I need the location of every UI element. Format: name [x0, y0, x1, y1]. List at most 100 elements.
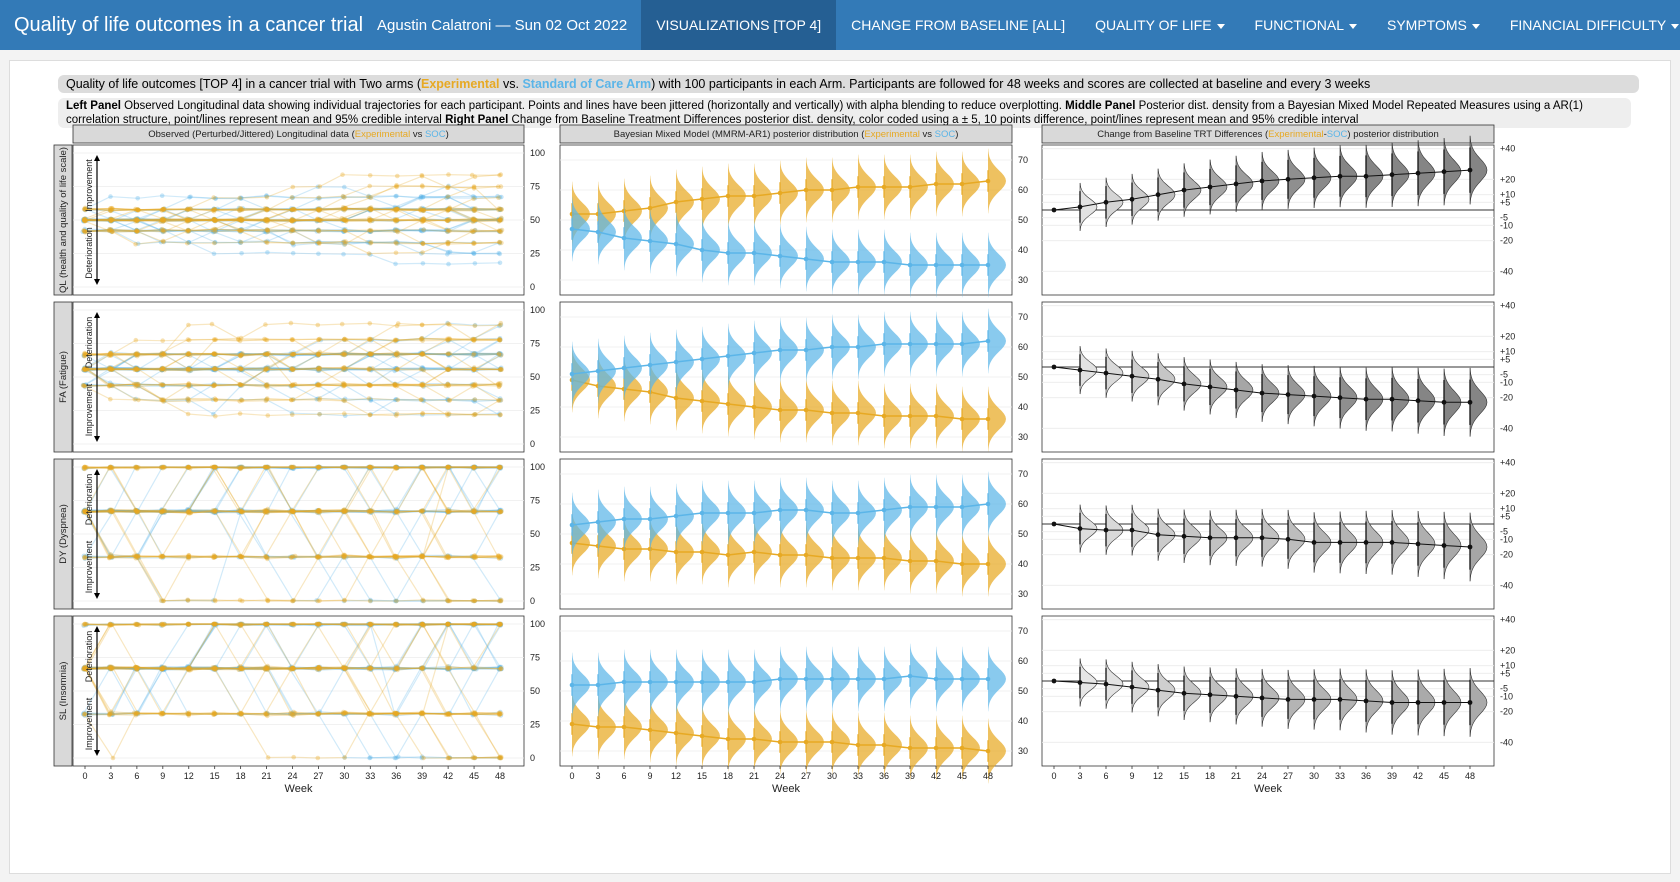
observation-point [419, 206, 424, 212]
soc-trajectory [82, 383, 500, 417]
observation-point [446, 366, 452, 371]
x-tick-label: 39 [905, 771, 915, 781]
tab-functional[interactable]: FUNCTIONAL [1240, 0, 1372, 50]
observation-point [187, 351, 193, 357]
observation-point [421, 206, 427, 212]
observation-point [315, 366, 321, 371]
observation-point [341, 205, 346, 210]
observation-point [211, 383, 216, 388]
direction-label: Deterioration [84, 227, 94, 279]
observation-point [496, 351, 502, 357]
observation-point [135, 383, 140, 389]
observation-point [186, 552, 191, 558]
x-tick-label: 42 [1413, 771, 1423, 781]
observation-point [445, 352, 451, 357]
observation-point [262, 218, 267, 224]
tab-symptoms[interactable]: SYMPTOMS [1372, 0, 1495, 50]
observation-point [496, 206, 502, 211]
observation-point [316, 365, 321, 371]
observation-point [262, 352, 267, 358]
observation-point [213, 227, 219, 233]
observation-point [161, 352, 166, 357]
observation-point [290, 240, 296, 246]
tab-change-from-baseline[interactable]: CHANGE FROM BASELINE [ALL] [836, 0, 1080, 50]
experimental-trajectory [84, 208, 501, 222]
mean-point [959, 504, 965, 510]
observation-point [316, 207, 322, 213]
observation-point [135, 218, 140, 224]
mean-point [777, 253, 783, 259]
observation-point [160, 351, 165, 357]
observation-point [108, 366, 114, 372]
observation-point [80, 229, 85, 234]
observation-point [317, 218, 323, 223]
observation-point [471, 382, 476, 387]
observation-point [446, 206, 452, 211]
observation-point [445, 229, 451, 235]
observation-point [471, 251, 477, 256]
observation-point [470, 194, 476, 199]
observation-point [108, 367, 114, 373]
observation-point [212, 367, 217, 373]
observation-point [445, 252, 450, 257]
observation-point [471, 366, 477, 372]
observation-point [394, 352, 400, 357]
observation-point [109, 205, 115, 211]
observation-point [240, 227, 245, 233]
observation-point [238, 229, 243, 234]
observation-point [262, 217, 268, 222]
observation-point [107, 218, 113, 223]
tab-financial-difficulty[interactable]: FINANCIAL DIFFICULTY [1495, 0, 1680, 50]
y-tick-label: 75 [530, 182, 540, 192]
observation-point [392, 368, 398, 374]
observation-point [367, 208, 373, 213]
observation-point [472, 195, 478, 201]
observation-point [289, 218, 294, 224]
mean-point [907, 504, 913, 510]
observation-point [160, 229, 166, 235]
observation-point [446, 183, 451, 189]
observation-point [290, 366, 296, 372]
observation-point [135, 367, 141, 372]
observation-point [445, 351, 451, 357]
observation-point [342, 206, 347, 211]
observation-point [161, 218, 166, 223]
observation-point [263, 322, 268, 327]
observation-point [497, 217, 503, 223]
observation-point [187, 368, 192, 374]
observation-point [471, 206, 477, 212]
observation-point [445, 397, 450, 403]
observation-point [159, 367, 165, 373]
observation-point [82, 217, 87, 222]
observation-point [445, 218, 451, 223]
observation-point [369, 207, 374, 212]
mean-point [907, 558, 913, 564]
observation-point [212, 240, 218, 245]
observation-point [367, 321, 373, 326]
mean-point [803, 187, 809, 193]
observation-point [81, 367, 86, 373]
observation-point [108, 217, 113, 223]
y-tick-label: 50 [530, 372, 540, 382]
observation-point [447, 337, 453, 342]
observation-point [263, 218, 269, 223]
observation-point [81, 228, 86, 233]
x-tick-label: 9 [160, 771, 165, 781]
observation-point [160, 228, 165, 233]
observation-point [211, 217, 217, 222]
observation-point [291, 206, 296, 212]
observation-point [212, 597, 218, 603]
mean-point [1467, 700, 1473, 705]
observation-point [290, 226, 296, 232]
tab-visualizations-top4[interactable]: VISUALIZATIONS [TOP 4] [641, 0, 837, 50]
experimental-trajectory [84, 228, 500, 245]
observation-point [291, 621, 297, 627]
observation-point [265, 217, 270, 223]
observation-point [289, 217, 295, 222]
tab-quality-of-life[interactable]: QUALITY OF LIFE [1080, 0, 1239, 50]
observation-point [135, 196, 140, 201]
observation-point [367, 351, 373, 356]
observation-point [499, 215, 504, 221]
observation-point [211, 216, 216, 222]
observation-point [236, 368, 242, 373]
